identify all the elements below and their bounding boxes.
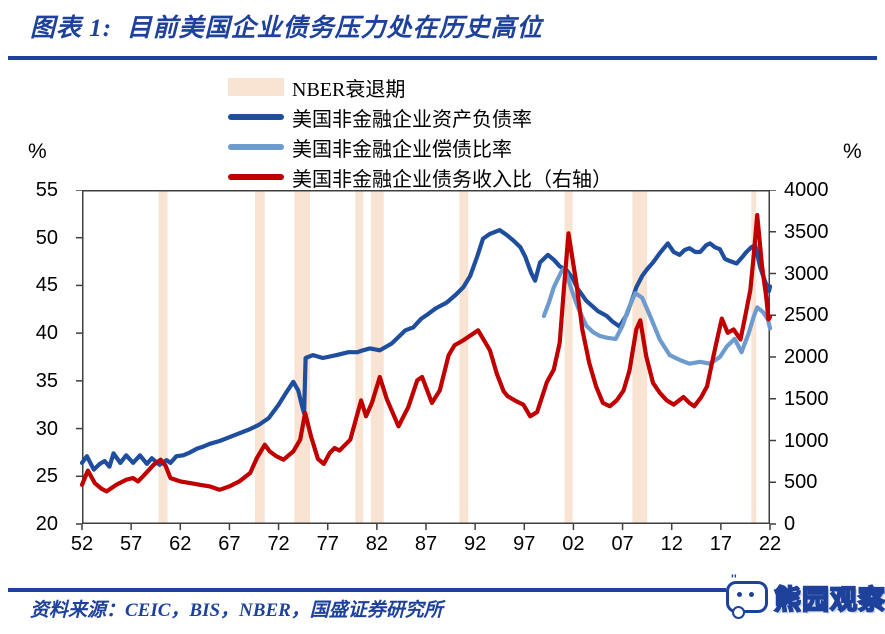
chart-plot: [76, 190, 776, 530]
x-axis-tick-label: 07: [611, 533, 634, 555]
left-axis-unit-label: %: [28, 140, 47, 163]
legend-item: 美国非金融企业债务收入比（右轴）: [228, 162, 612, 192]
x-axis-tick-label: 12: [660, 533, 683, 555]
x-axis-tick-label: 92: [464, 533, 487, 555]
legend-item: 美国非金融企业资产负债率: [228, 102, 612, 132]
recession-band: [158, 190, 168, 524]
x-axis-tick-label: 67: [218, 533, 241, 555]
x-axis-tick-label: 17: [709, 533, 732, 555]
right-axis-unit-label: %: [843, 140, 862, 163]
legend-item-label: NBER衰退期: [292, 78, 406, 101]
x-axis-tick-label: 97: [513, 533, 536, 555]
right-axis-tick-label: 4000: [784, 179, 829, 201]
chart-title: 图表 1: 目前美国企业债务压力处在历史高位: [30, 15, 543, 42]
x-axis-tick-label: 57: [120, 533, 143, 555]
series-asset-liability-line: [79, 227, 773, 472]
x-axis-tick-label: 77: [316, 533, 339, 555]
right-axis-tick-label: 500: [784, 471, 818, 494]
legend-band-swatch: [228, 78, 284, 96]
footer-rule: [8, 588, 877, 592]
chart-legend: NBER衰退期美国非金融企业资产负债率 美国非金融企业偿债比率美国非金融企业债务收…: [228, 72, 612, 192]
left-axis-tick-label: 50: [35, 226, 58, 249]
left-axis-tick-label: 20: [35, 513, 58, 535]
legend-line-swatch: [228, 144, 284, 150]
recession-band: [564, 190, 573, 524]
right-axis-tick-label: 0: [784, 513, 796, 535]
x-axis-tick-label: 02: [562, 533, 585, 555]
legend-line-swatch: [228, 114, 284, 120]
chat-bubble-icon: '': [726, 572, 768, 619]
brand-logo-text: 熊园观察: [773, 584, 885, 616]
x-axis-tick-label: 22: [758, 533, 782, 555]
recession-band: [459, 190, 469, 524]
recession-band: [254, 190, 265, 524]
left-axis-tick-label: 30: [35, 417, 58, 440]
left-axis-tick-label: 25: [35, 465, 58, 488]
right-axis-tick-label: 1000: [784, 429, 829, 452]
source-text: 资料来源：CEIC，BIS，NBER，国盛证券研究所: [30, 600, 443, 621]
recession-band: [370, 190, 384, 524]
series-debt-service-line: [541, 266, 773, 366]
recession-band: [355, 190, 364, 524]
series-debt-income-line: [79, 213, 773, 494]
left-axis-tick-label: 40: [35, 322, 58, 345]
x-axis-tick-label: 62: [169, 533, 192, 555]
right-axis-tick-label: 3000: [784, 262, 829, 285]
legend-line-swatch: [228, 174, 284, 180]
x-axis-tick-label: 72: [267, 533, 290, 555]
brand-logo: '' 熊园观察: [726, 572, 885, 620]
legend-item-label: 美国非金融企业债务收入比（右轴）: [292, 168, 612, 191]
plot-border: [82, 190, 770, 524]
title-rule: [8, 56, 877, 60]
left-axis-tick-label: 35: [35, 369, 58, 392]
legend-item-label: 美国非金融企业偿债比率: [292, 138, 512, 161]
recession-band: [751, 190, 757, 524]
right-axis-tick-label: 2000: [784, 346, 829, 368]
right-axis-tick-label: 1500: [784, 387, 829, 410]
x-axis-tick-label: 82: [365, 533, 388, 555]
x-axis-tick-label: 52: [70, 533, 94, 555]
left-axis-tick-label: 45: [35, 274, 58, 297]
legend-item-label: 美国非金融企业资产负债率: [292, 108, 532, 131]
left-axis-tick-label: 55: [35, 179, 58, 201]
right-axis-tick-label: 2500: [784, 304, 829, 327]
legend-item: 美国非金融企业偿债比率: [228, 132, 612, 162]
legend-item: NBER衰退期: [228, 72, 612, 102]
x-axis-tick-label: 87: [414, 533, 438, 555]
right-axis-tick-label: 3500: [784, 220, 829, 243]
